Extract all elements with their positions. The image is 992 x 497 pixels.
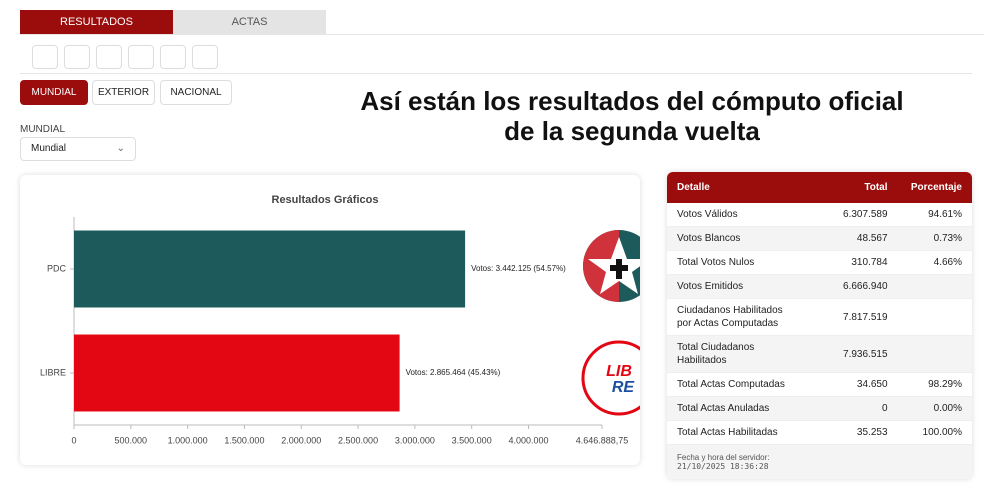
- x-tick-label: 1.500.000: [224, 435, 264, 445]
- pdc-logo: [583, 230, 655, 302]
- table-cell: 6.666.940: [820, 274, 898, 299]
- table-cell: 34.650: [820, 372, 898, 397]
- table-row: Ciudadanos Habilitados por Actas Computa…: [667, 298, 972, 336]
- headline-line: Así están los resultados del cómputo ofi…: [360, 86, 904, 116]
- table-row: Votos Válidos 6.307.589 94.61%: [667, 203, 972, 227]
- tab-resultados[interactable]: RESULTADOS: [20, 10, 173, 34]
- x-tick-label: 2.000.000: [281, 435, 321, 445]
- x-tick-label: 1.000.000: [168, 435, 208, 445]
- table-cell: Votos Emitidos: [667, 274, 821, 299]
- table-header: Detalle: [667, 172, 821, 203]
- filter-button[interactable]: NACIONAL: [160, 80, 232, 105]
- table-row: Total Ciudadanos Habilitados 7.936.515: [667, 335, 972, 373]
- table-cell: Total Actas Computadas: [667, 372, 821, 397]
- table-cell: [897, 298, 972, 336]
- select-label: MUNDIAL: [20, 124, 66, 135]
- table-row: Votos Emitidos 6.666.940: [667, 274, 972, 299]
- select-value: Mundial: [31, 143, 67, 154]
- y-tick-label: PDC: [47, 263, 67, 273]
- x-tick-label: 500.000: [115, 435, 148, 445]
- table-cell: 100.00%: [897, 420, 972, 445]
- filter-button[interactable]: EXTERIOR: [92, 80, 155, 105]
- table-cell: 0.73%: [897, 226, 972, 251]
- svg-text:LIB: LIB: [606, 363, 632, 380]
- svg-text:RE: RE: [612, 379, 636, 396]
- divider: [20, 73, 972, 74]
- table-cell: Ciudadanos Habilitados por Actas Computa…: [667, 298, 821, 336]
- table-cell: 6.307.589: [820, 203, 898, 227]
- value-label: Votos: 3.442.125 (54.57%): [471, 264, 566, 273]
- divider: [20, 34, 984, 35]
- table-cell: 98.29%: [897, 372, 972, 397]
- table-cell: [897, 274, 972, 299]
- table-cell: Votos Válidos: [667, 203, 821, 227]
- x-tick-label: 3.000.000: [395, 435, 435, 445]
- table-cell: 4.66%: [897, 250, 972, 275]
- table-cell: 35.253: [820, 420, 898, 445]
- refresh-button[interactable]: [32, 45, 58, 69]
- chart: Resultados Gráficos LIBRE 0 500.000 1.000.…: [40, 194, 657, 445]
- footer-label: Fecha y hora del servidor:: [677, 453, 770, 462]
- table-row: Total Actas Anuladas 0 0.00%: [667, 396, 972, 421]
- table-cell: 94.61%: [897, 203, 972, 227]
- x-tick-label: 3.500.000: [452, 435, 492, 445]
- select[interactable]: Mundial ⌄: [20, 137, 136, 161]
- camera-button[interactable]: [160, 45, 186, 69]
- x-tick-label: 2.500.000: [338, 435, 378, 445]
- chart-title: Resultados Gráficos: [272, 194, 379, 206]
- filter-button[interactable]: MUNDIAL: [20, 80, 88, 105]
- table-cell: Total Actas Habilitadas: [667, 420, 821, 445]
- x-tick-label: 0: [71, 435, 76, 445]
- table-cell: [897, 335, 972, 373]
- table-cell: 0: [820, 396, 898, 421]
- table-cell: Votos Blancos: [667, 226, 821, 251]
- table-cell: 7.936.515: [820, 335, 898, 373]
- headline-line: de la segunda vuelta: [504, 116, 760, 146]
- table-cell: 310.784: [820, 250, 898, 275]
- table-cell: Total Ciudadanos Habilitados: [667, 335, 821, 373]
- x-tick-label: 4.646.888,75: [576, 435, 629, 445]
- footer-time: 21/10/2025 18:36:28: [677, 462, 769, 471]
- table-cell: 48.567: [820, 226, 898, 251]
- x-tick-label: 4.000.000: [508, 435, 548, 445]
- tab-actas[interactable]: ACTAS: [173, 10, 326, 34]
- table-row: Votos Blancos 48.567 0.73%: [667, 226, 972, 251]
- table-header: Porcentaje: [897, 172, 972, 203]
- table-cell: Total Actas Anuladas: [667, 396, 821, 421]
- bar: [74, 230, 466, 308]
- table-header: Total: [820, 172, 898, 203]
- bar-chart-button[interactable]: [96, 45, 122, 69]
- table-row: Total Actas Habilitadas 35.253 100.00%: [667, 420, 972, 445]
- bar: [74, 334, 400, 412]
- libre-logo: LIBRE: [581, 340, 657, 416]
- value-label: Votos: 2.865.464 (45.43%): [406, 368, 501, 377]
- chart-card: Resultados Gráficos LIB RE 0 500.000 1.000.…: [20, 175, 657, 465]
- results-table: Detalle Total Porcentaje Votos Válidos 6.307…: [667, 172, 972, 479]
- pie-chart-button[interactable]: [128, 45, 154, 69]
- headline: Así están los resultados del cómputo ofi…: [300, 86, 964, 146]
- table-cell: Total Votos Nulos: [667, 250, 821, 275]
- download-button[interactable]: [64, 45, 90, 69]
- table-row: Total Actas Computadas 34.650 98.29%: [667, 372, 972, 397]
- sort-button[interactable]: [192, 45, 218, 69]
- y-tick-label: LIBRE: [40, 367, 66, 377]
- table-cell: 0.00%: [897, 396, 972, 421]
- table-row: Total Votos Nulos 310.784 4.66%: [667, 250, 972, 275]
- table-cell: 7.817.519: [820, 298, 898, 336]
